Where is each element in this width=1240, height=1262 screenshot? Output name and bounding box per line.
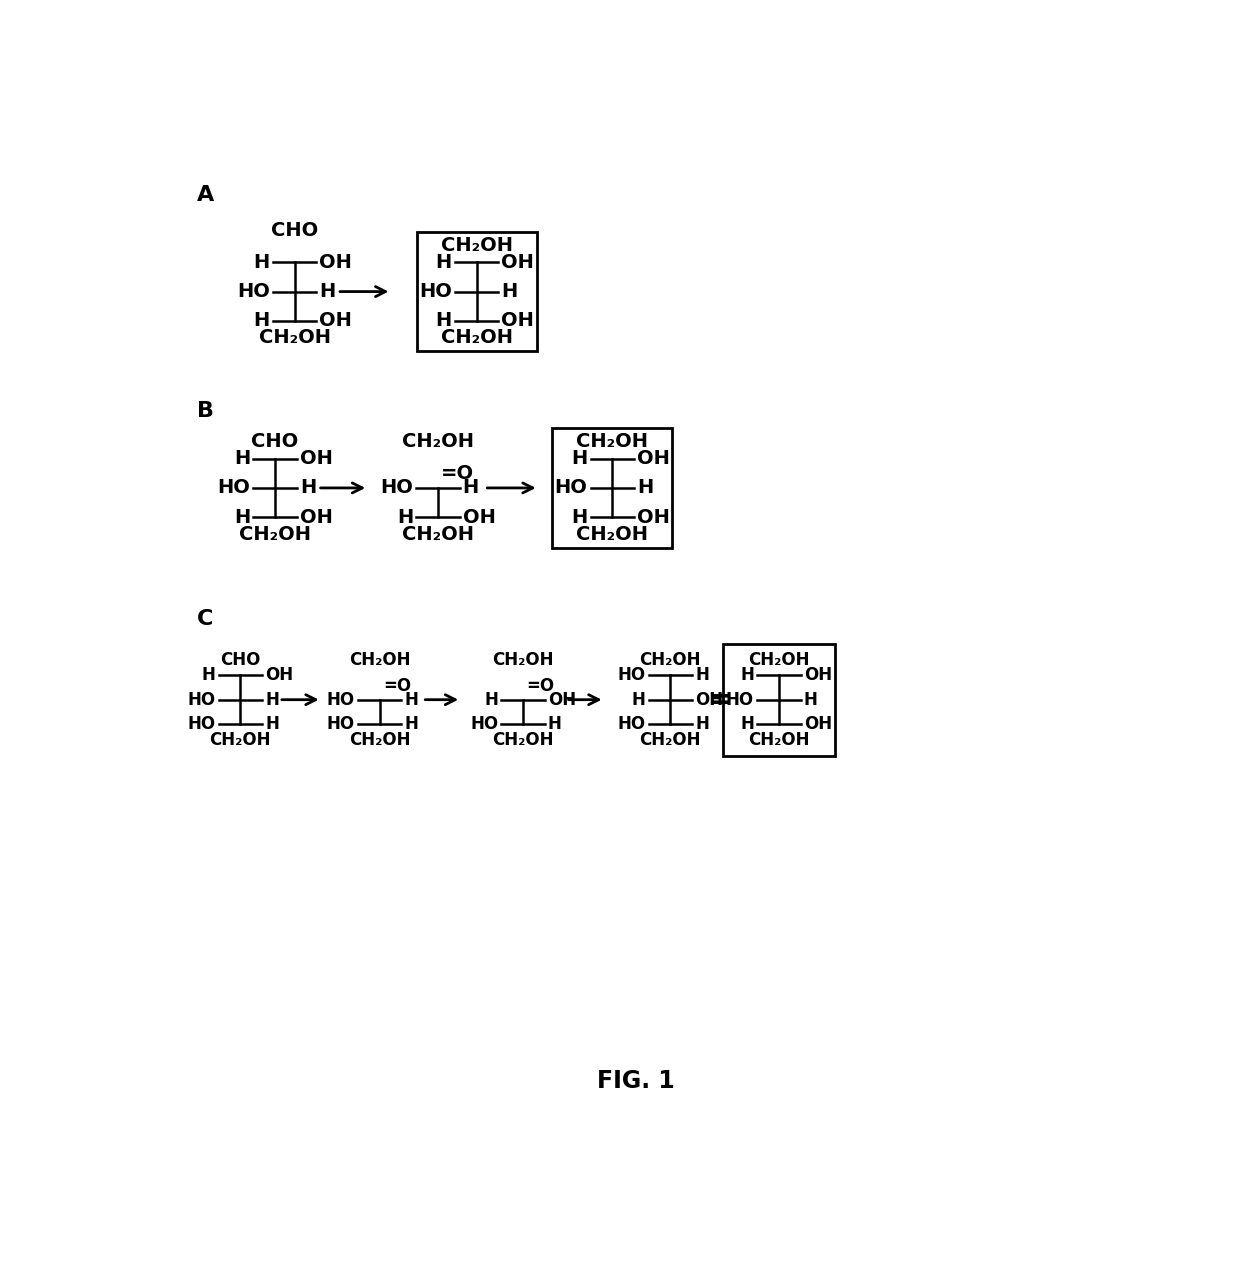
- Text: H: H: [548, 716, 562, 733]
- Text: OH: OH: [501, 252, 534, 271]
- Text: HO: HO: [554, 478, 588, 497]
- Text: H: H: [485, 690, 498, 709]
- Text: H: H: [740, 666, 754, 684]
- Text: H: H: [696, 716, 709, 733]
- Text: H: H: [265, 690, 279, 709]
- Text: OH: OH: [696, 690, 723, 709]
- Text: OH: OH: [320, 252, 352, 271]
- Text: CH₂OH: CH₂OH: [258, 328, 331, 347]
- Text: CH₂OH: CH₂OH: [239, 525, 311, 544]
- Text: H: H: [397, 507, 413, 526]
- Text: HO: HO: [618, 666, 646, 684]
- Text: H: H: [435, 312, 451, 331]
- Text: H: H: [572, 507, 588, 526]
- Text: H: H: [253, 312, 270, 331]
- Text: H: H: [463, 478, 479, 497]
- Text: H: H: [804, 690, 817, 709]
- Text: =: =: [709, 685, 733, 714]
- Text: CH₂OH: CH₂OH: [577, 525, 649, 544]
- Text: HO: HO: [187, 716, 216, 733]
- Text: OH: OH: [463, 507, 496, 526]
- Bar: [723, 644, 835, 756]
- Text: H: H: [234, 507, 250, 526]
- Bar: [417, 232, 537, 351]
- Text: OH: OH: [548, 690, 577, 709]
- Text: CH₂OH: CH₂OH: [640, 731, 701, 748]
- Text: CH₂OH: CH₂OH: [440, 236, 512, 255]
- Bar: [552, 428, 672, 548]
- Text: H: H: [740, 716, 754, 733]
- Text: H: H: [435, 252, 451, 271]
- Text: CH₂OH: CH₂OH: [640, 651, 701, 669]
- Text: OH: OH: [637, 449, 670, 468]
- Text: HO: HO: [237, 283, 270, 302]
- Text: A: A: [197, 186, 215, 206]
- Text: H: H: [637, 478, 653, 497]
- Text: CH₂OH: CH₂OH: [577, 432, 649, 452]
- Text: H: H: [320, 283, 336, 302]
- Text: CHO: CHO: [270, 221, 319, 240]
- Text: OH: OH: [804, 716, 832, 733]
- Text: CH₂OH: CH₂OH: [440, 328, 512, 347]
- Text: C: C: [197, 608, 213, 628]
- Text: H: H: [253, 252, 270, 271]
- Text: CH₂OH: CH₂OH: [492, 731, 554, 748]
- Text: HO: HO: [419, 283, 451, 302]
- Text: OH: OH: [804, 666, 832, 684]
- Text: HO: HO: [327, 690, 355, 709]
- Text: CH₂OH: CH₂OH: [210, 731, 272, 748]
- Text: H: H: [300, 478, 316, 497]
- Text: H: H: [265, 716, 279, 733]
- Text: H: H: [202, 666, 216, 684]
- Text: CH₂OH: CH₂OH: [402, 525, 474, 544]
- Text: H: H: [696, 666, 709, 684]
- Text: HO: HO: [187, 690, 216, 709]
- Text: CH₂OH: CH₂OH: [402, 432, 474, 452]
- Text: CHO: CHO: [219, 651, 260, 669]
- Text: CH₂OH: CH₂OH: [492, 651, 554, 669]
- Text: OH: OH: [637, 507, 670, 526]
- Text: HO: HO: [725, 690, 754, 709]
- Text: CHO: CHO: [252, 432, 299, 452]
- Text: OH: OH: [300, 507, 332, 526]
- Text: OH: OH: [265, 666, 293, 684]
- Text: OH: OH: [501, 312, 534, 331]
- Text: H: H: [234, 449, 250, 468]
- Text: =O: =O: [526, 678, 554, 695]
- Text: H: H: [404, 690, 418, 709]
- Text: =O: =O: [383, 678, 410, 695]
- Text: H: H: [501, 283, 517, 302]
- Text: OH: OH: [300, 449, 332, 468]
- Text: HO: HO: [618, 716, 646, 733]
- Text: H: H: [404, 716, 418, 733]
- Text: CH₂OH: CH₂OH: [748, 651, 810, 669]
- Text: CH₂OH: CH₂OH: [348, 731, 410, 748]
- Text: FIG. 1: FIG. 1: [596, 1069, 675, 1093]
- Text: H: H: [631, 690, 646, 709]
- Text: OH: OH: [320, 312, 352, 331]
- Text: =O: =O: [441, 464, 474, 483]
- Text: CH₂OH: CH₂OH: [348, 651, 410, 669]
- Text: HO: HO: [470, 716, 498, 733]
- Text: H: H: [572, 449, 588, 468]
- Text: HO: HO: [217, 478, 250, 497]
- Text: B: B: [197, 401, 213, 422]
- Text: HO: HO: [381, 478, 413, 497]
- Text: HO: HO: [327, 716, 355, 733]
- Text: CH₂OH: CH₂OH: [748, 731, 810, 748]
